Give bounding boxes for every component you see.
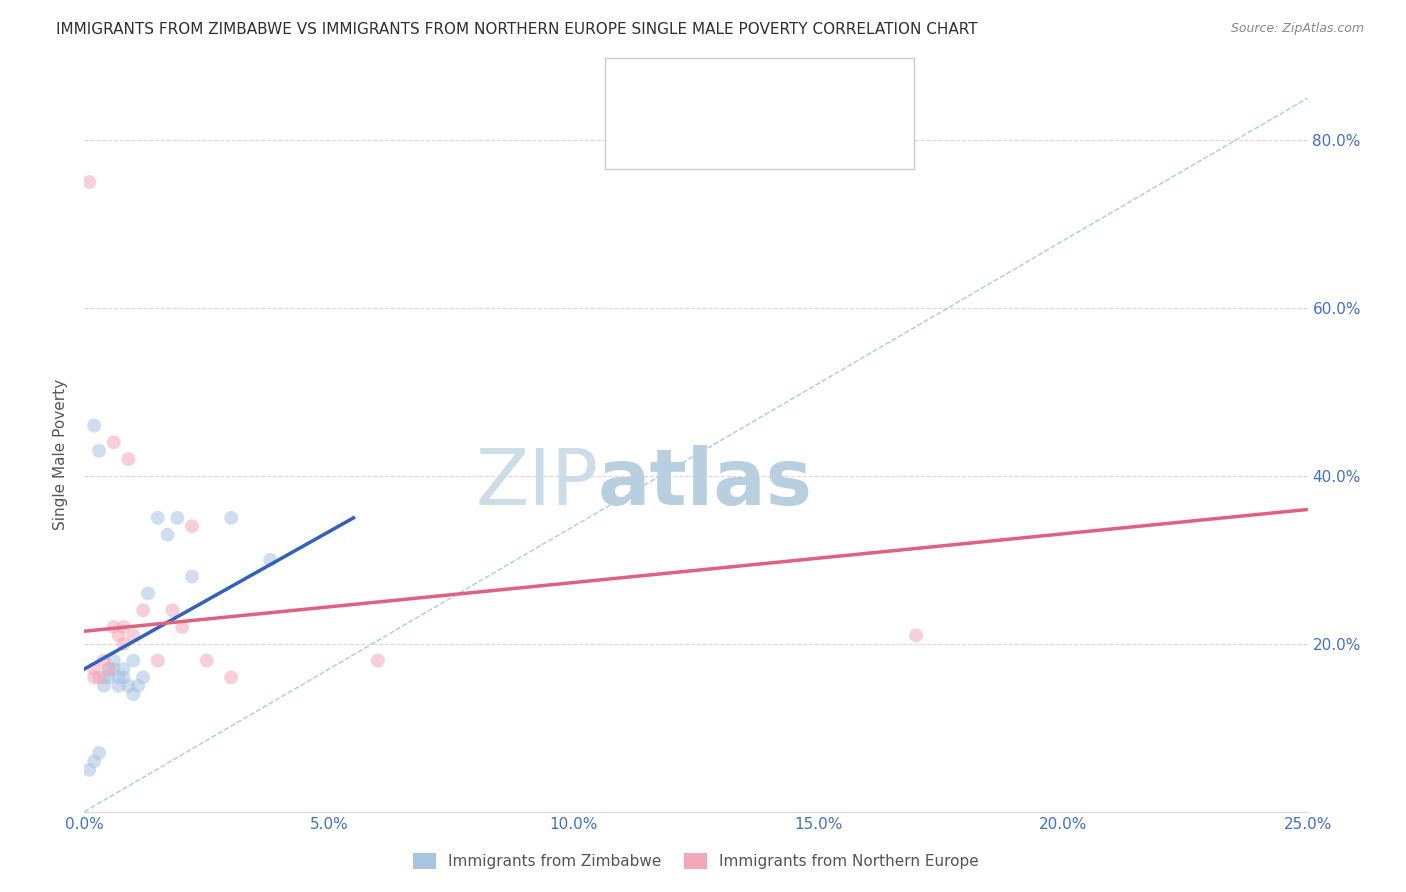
Point xyxy=(162,603,184,617)
Point xyxy=(112,670,135,684)
Point xyxy=(107,679,129,693)
Point xyxy=(103,662,125,676)
Point xyxy=(107,628,129,642)
Point xyxy=(83,418,105,433)
Point xyxy=(97,670,120,684)
Text: Source: ZipAtlas.com: Source: ZipAtlas.com xyxy=(1230,22,1364,36)
Text: IMMIGRANTS FROM ZIMBABWE VS IMMIGRANTS FROM NORTHERN EUROPE SINGLE MALE POVERTY : IMMIGRANTS FROM ZIMBABWE VS IMMIGRANTS F… xyxy=(56,22,977,37)
Point xyxy=(112,662,135,676)
Point xyxy=(77,175,100,189)
Point xyxy=(181,519,204,533)
Point xyxy=(156,527,179,541)
Point xyxy=(127,679,149,693)
Point xyxy=(136,586,159,600)
Point xyxy=(103,435,125,450)
Point xyxy=(103,620,125,634)
Point xyxy=(219,511,242,525)
Point xyxy=(107,670,129,684)
Point xyxy=(132,670,155,684)
Point xyxy=(93,679,115,693)
Point xyxy=(117,679,139,693)
Point xyxy=(132,603,155,617)
Point xyxy=(146,654,169,668)
Point xyxy=(367,654,389,668)
Point xyxy=(122,654,145,668)
Text: atlas: atlas xyxy=(598,445,813,522)
Point xyxy=(93,654,115,668)
Point xyxy=(122,628,145,642)
Point xyxy=(122,687,145,701)
Point xyxy=(87,746,110,760)
Legend: Immigrants from Zimbabwe, Immigrants from Northern Europe: Immigrants from Zimbabwe, Immigrants fro… xyxy=(406,847,986,875)
Point xyxy=(146,511,169,525)
Point xyxy=(83,755,105,769)
Point xyxy=(112,620,135,634)
Point xyxy=(87,443,110,458)
Point xyxy=(83,662,105,676)
Point xyxy=(166,511,188,525)
Point xyxy=(172,620,194,634)
Text: R = 0.277   N = 27: R = 0.277 N = 27 xyxy=(658,82,842,100)
Point xyxy=(117,452,139,467)
Point xyxy=(181,569,204,583)
Point xyxy=(97,662,120,676)
Point xyxy=(77,763,100,777)
Point xyxy=(259,553,281,567)
Point xyxy=(93,670,115,684)
Point xyxy=(87,670,110,684)
Point xyxy=(103,654,125,668)
Text: ZIP: ZIP xyxy=(475,445,598,522)
Point xyxy=(905,628,928,642)
Point xyxy=(83,670,105,684)
Point xyxy=(219,670,242,684)
Text: R = 0.164   N = 22: R = 0.164 N = 22 xyxy=(658,122,842,140)
Point xyxy=(195,654,218,668)
Point xyxy=(112,637,135,651)
Y-axis label: Single Male Poverty: Single Male Poverty xyxy=(53,379,69,531)
Point xyxy=(97,662,120,676)
